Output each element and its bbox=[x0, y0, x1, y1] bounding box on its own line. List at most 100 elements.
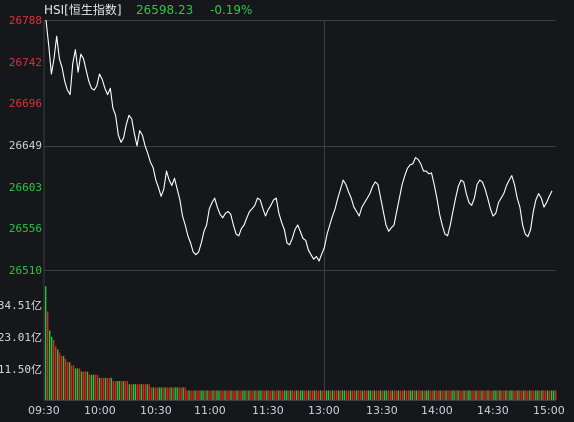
volume-bar bbox=[461, 390, 463, 400]
volume-bar bbox=[228, 390, 230, 400]
volume-bar bbox=[397, 390, 399, 400]
volume-bar bbox=[441, 390, 443, 400]
time-tick-label: 13:30 bbox=[366, 404, 398, 417]
volume-bar bbox=[473, 390, 475, 400]
price-tick-label: 26742 bbox=[8, 55, 42, 69]
volume-bar bbox=[96, 374, 99, 400]
volume-bar bbox=[525, 390, 527, 400]
volume-bar bbox=[485, 390, 487, 400]
volume-bar bbox=[174, 387, 176, 400]
volume-bar bbox=[537, 390, 539, 400]
volume-bar bbox=[270, 390, 272, 400]
volume-bar bbox=[481, 390, 483, 400]
volume-bar bbox=[88, 374, 91, 400]
volume-bar bbox=[238, 390, 240, 400]
volume-bar bbox=[487, 390, 489, 400]
volume-bar bbox=[152, 387, 154, 400]
volume-bar bbox=[329, 390, 332, 400]
volume-bar bbox=[453, 390, 455, 400]
volume-bar bbox=[371, 390, 374, 400]
volume-bar bbox=[132, 384, 135, 400]
volume-bar bbox=[323, 390, 326, 400]
volume-bar bbox=[47, 311, 49, 400]
volume-bar bbox=[477, 390, 479, 400]
volume-bar bbox=[393, 390, 395, 400]
volume-bar bbox=[497, 390, 499, 400]
volume-bar bbox=[365, 390, 368, 400]
volume-bar bbox=[457, 390, 459, 400]
volume-bar bbox=[108, 377, 111, 400]
volume-bar bbox=[292, 390, 294, 400]
time-tick-label: 10:30 bbox=[140, 404, 172, 417]
chart-header: HSI[恒生指数] 26598.23 -0.19% bbox=[0, 0, 574, 20]
time-tick-label: 11:30 bbox=[252, 404, 284, 417]
volume-bar bbox=[178, 387, 180, 400]
volume-bar bbox=[535, 390, 537, 400]
volume-bar bbox=[395, 390, 397, 400]
volume-bar bbox=[383, 390, 386, 400]
volume-bar bbox=[377, 390, 380, 400]
volume-bar bbox=[331, 390, 334, 400]
volume-bar bbox=[321, 390, 324, 400]
volume-bar bbox=[335, 390, 338, 400]
volume-bar bbox=[172, 387, 174, 400]
volume-bar bbox=[202, 390, 204, 400]
volume-bar bbox=[343, 390, 346, 400]
volume-bar bbox=[134, 384, 136, 400]
volume-bar bbox=[226, 390, 228, 400]
volume-bar bbox=[94, 374, 97, 400]
volume-bar bbox=[188, 390, 190, 400]
time-tick-label: 11:00 bbox=[194, 404, 226, 417]
volume-bar bbox=[210, 390, 212, 400]
volume-bar bbox=[503, 390, 505, 400]
volume-bar bbox=[55, 346, 57, 400]
volume-bar bbox=[53, 340, 55, 400]
volume-bar bbox=[367, 390, 370, 400]
volume-bar bbox=[549, 390, 551, 400]
volume-bar bbox=[58, 352, 61, 400]
volume-bar bbox=[465, 390, 467, 400]
volume-bar bbox=[547, 390, 549, 400]
volume-bar bbox=[102, 377, 105, 400]
volume-bar bbox=[256, 390, 258, 400]
volume-bar bbox=[501, 390, 503, 400]
volume-bar bbox=[300, 390, 302, 400]
volume-bar bbox=[475, 390, 477, 400]
volume-bar bbox=[286, 390, 288, 400]
time-tick-label: 09:30 bbox=[28, 404, 60, 417]
volume-bar bbox=[246, 390, 248, 400]
volume-bar bbox=[254, 390, 256, 400]
volume-bar bbox=[415, 390, 417, 400]
volume-bar bbox=[278, 390, 280, 400]
volume-bar bbox=[282, 390, 284, 400]
volume-bar bbox=[308, 390, 310, 400]
volume-bar bbox=[509, 390, 511, 400]
volume-bar bbox=[78, 368, 81, 400]
volume-bar bbox=[168, 387, 170, 400]
volume-bar bbox=[148, 384, 150, 400]
volume-bar bbox=[144, 384, 146, 400]
volume-bar bbox=[242, 390, 244, 400]
volume-bar bbox=[405, 390, 407, 400]
volume-bar bbox=[319, 390, 322, 400]
volume-bar bbox=[315, 390, 318, 400]
volume-bar bbox=[118, 381, 121, 400]
volume-bar bbox=[451, 390, 453, 400]
volume-bar bbox=[439, 390, 441, 400]
volume-bar bbox=[361, 390, 364, 400]
volume-bar bbox=[363, 390, 366, 400]
volume-bar bbox=[98, 377, 101, 400]
price-tick-label: 26649 bbox=[8, 139, 42, 152]
volume-bar bbox=[116, 381, 119, 400]
volume-bar bbox=[515, 390, 517, 400]
time-tick-label: 14:00 bbox=[421, 404, 453, 417]
volume-bar bbox=[64, 358, 67, 400]
volume-bar bbox=[284, 390, 286, 400]
volume-bar bbox=[124, 381, 127, 400]
volume-bar bbox=[505, 390, 507, 400]
index-title[interactable]: HSI[恒生指数] bbox=[44, 3, 122, 17]
volume-bar bbox=[266, 390, 268, 400]
volume-bar bbox=[162, 387, 164, 400]
volume-bar bbox=[529, 390, 531, 400]
